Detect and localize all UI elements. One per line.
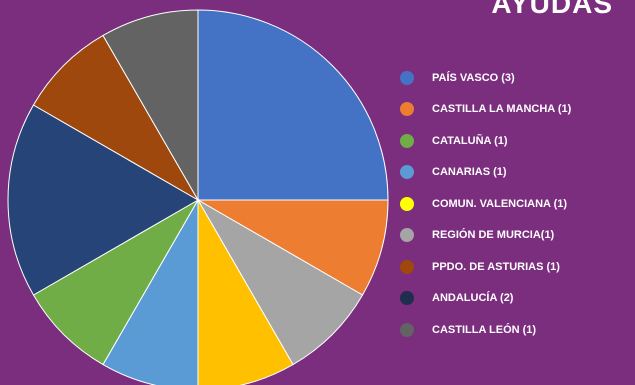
legend-item: CASTILLA LEÓN (1)	[400, 314, 571, 346]
legend-item: PAÍS VASCO (3)	[400, 62, 571, 94]
legend-swatch	[400, 133, 414, 148]
legend-swatch	[400, 228, 414, 243]
pie-slice-6	[7, 104, 199, 296]
pie-slice-4	[102, 198, 199, 385]
legend-swatch	[400, 196, 414, 211]
legend-item: PPDO. DE ASTURIAS (1)	[400, 251, 571, 283]
legend-swatch	[400, 291, 414, 306]
pie-slice-5	[32, 198, 200, 366]
pie-slice-0	[197, 9, 389, 201]
legend-item: CATALUÑA (1)	[400, 125, 571, 157]
chart-title: AYUDAS	[491, 0, 613, 19]
legend: PAÍS VASCO (3) CASTILLA LA MANCHA (1) CATA…	[400, 62, 571, 346]
legend-swatch	[400, 165, 414, 180]
legend-label: PAÍS VASCO (3)	[432, 71, 515, 84]
legend-item: CANARIAS (1)	[400, 157, 571, 189]
legend-item: CASTILLA LA MANCHA (1)	[400, 94, 571, 126]
pie-chart	[7, 9, 389, 385]
legend-item: REGIÓN DE MURCIA(1)	[400, 220, 571, 252]
pie-slice-3	[197, 198, 294, 385]
legend-label: CASTILLA LA MANCHA (1)	[432, 103, 572, 116]
legend-swatch	[400, 70, 414, 85]
pie-slice-8	[102, 9, 199, 202]
legend-swatch	[400, 259, 414, 274]
legend-item: ANDALUCÍA (2)	[400, 283, 571, 315]
legend-label: CATALUÑA (1)	[432, 134, 508, 147]
legend-label: ANDALUCÍA (2)	[432, 292, 514, 305]
legend-swatch	[400, 102, 414, 117]
legend-swatch	[400, 322, 414, 337]
legend-label: CANARIAS (1)	[432, 166, 507, 179]
pie-slice-1	[196, 199, 389, 296]
legend-item: COMUN. VALENCIANA (1)	[400, 188, 571, 220]
legend-label: REGIÓN DE MURCIA(1)	[432, 229, 555, 242]
legend-label: CASTILLA LEÓN (1)	[432, 323, 537, 336]
pie-slice-2	[196, 198, 364, 366]
legend-label: COMUN. VALENCIANA (1)	[432, 197, 568, 210]
pie-slice-7	[32, 34, 200, 202]
legend-label: PPDO. DE ASTURIAS (1)	[432, 260, 560, 273]
